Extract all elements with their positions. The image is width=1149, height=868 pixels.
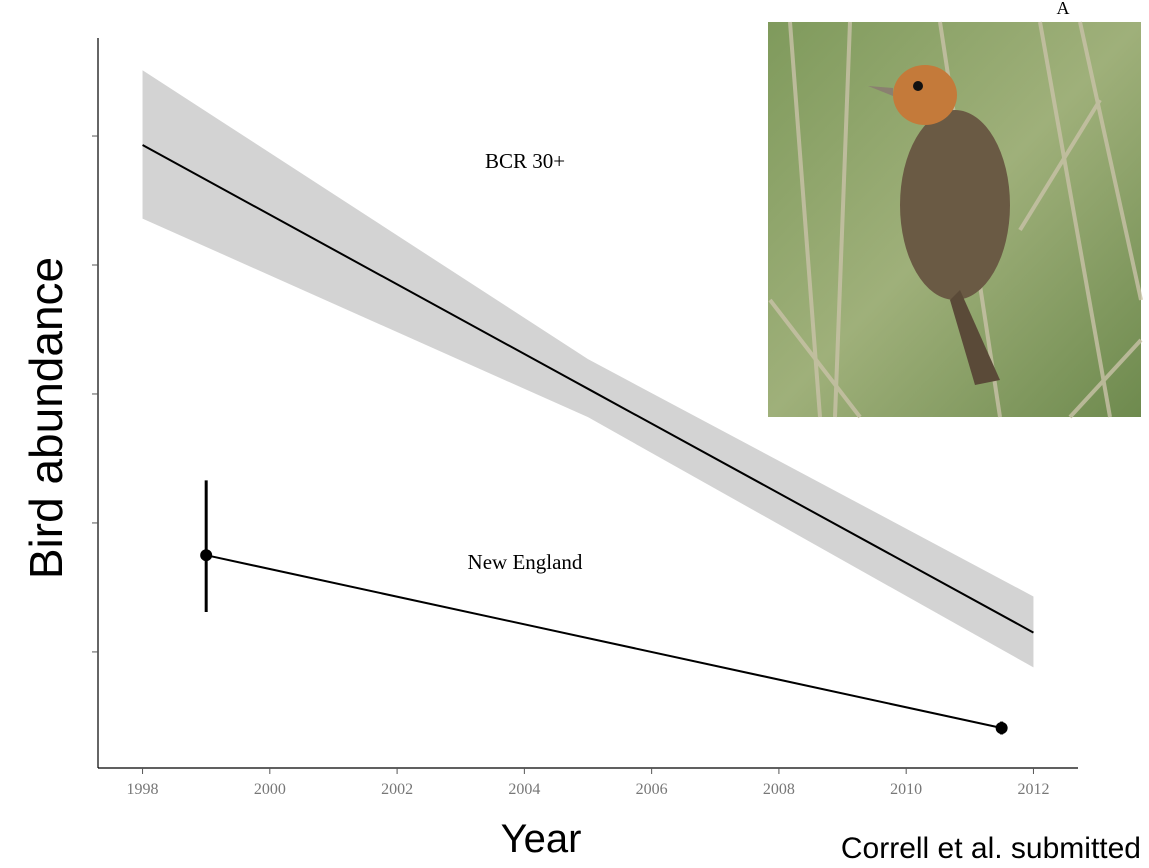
x-tick-label: 2006 [636, 781, 668, 798]
data-point [200, 549, 213, 562]
panel-letter: A [1057, 0, 1070, 18]
trend-line [205, 554, 1002, 729]
x-tick-label: 2010 [890, 781, 922, 798]
series-label: New England [468, 550, 583, 574]
y-axis-title: Bird abundance [20, 257, 72, 579]
x-tick-label: 2012 [1017, 781, 1049, 798]
series-label: BCR 30+ [485, 149, 565, 173]
source-note: Correll et al. submitted [841, 832, 1141, 865]
x-tick-label: 2004 [508, 781, 540, 798]
confidence-band [142, 70, 1034, 668]
x-tick-label: 2000 [254, 781, 286, 798]
x-axis-title: Year [501, 817, 582, 861]
data-point [995, 722, 1008, 735]
x-tick-label: 2008 [763, 781, 795, 798]
x-tick-label: 1998 [127, 781, 159, 798]
x-tick-label: 2002 [381, 781, 413, 798]
trend-line [142, 144, 1034, 634]
bird-photo [768, 21, 1143, 419]
